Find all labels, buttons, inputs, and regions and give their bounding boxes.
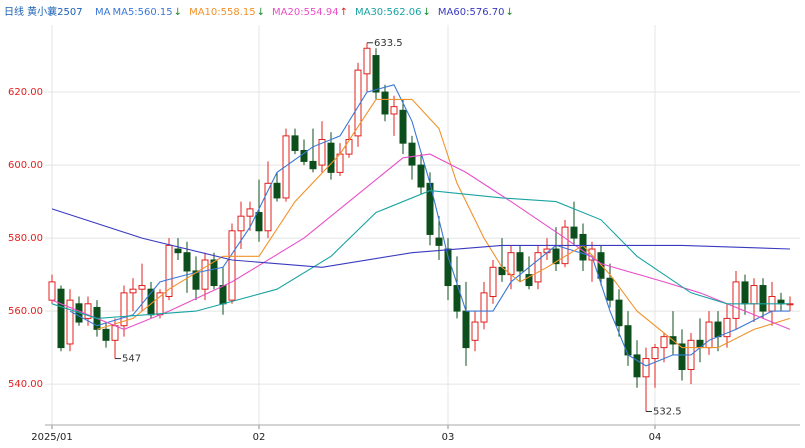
candle-body: [615, 299, 623, 327]
legend-entry: MA20:554.94: [272, 7, 339, 18]
annotation-label: 633.5: [374, 38, 403, 49]
x-tick-label: 02: [253, 432, 266, 443]
candle-body: [219, 285, 227, 305]
y-tick-label: 600.00: [8, 160, 43, 171]
candle-body: [255, 212, 263, 232]
candle-body: [507, 252, 515, 276]
candle-body: [66, 299, 74, 345]
candle-body: [246, 208, 254, 217]
candle-body: [723, 317, 731, 338]
candle-body: [435, 237, 443, 246]
candle-body: [237, 215, 245, 232]
candle-body: [417, 164, 425, 188]
candle-body: [741, 281, 749, 305]
candle-body: [318, 139, 326, 166]
x-tick-label: 2025/01: [31, 432, 73, 443]
chart-title: 日线 黄小蘘2507: [4, 5, 83, 18]
legend-entry: MA60:576.70: [438, 7, 505, 18]
candle-body: [516, 252, 524, 272]
candle-body: [372, 55, 380, 93]
legend-entry: MA10:558.15: [189, 7, 256, 18]
legend-arrow: ↓: [505, 7, 513, 18]
candle-body: [273, 182, 281, 199]
candle-body: [750, 285, 758, 305]
x-tick-label: 03: [442, 432, 455, 443]
candle-body: [309, 160, 317, 170]
candle-body: [480, 292, 488, 323]
candle-body: [291, 135, 299, 151]
candle-body: [282, 135, 290, 199]
legend-arrow: ↓: [257, 7, 265, 18]
candle-body: [570, 226, 578, 239]
candle-body: [462, 310, 470, 349]
candle-body: [525, 274, 533, 287]
legend-arrow: ↓: [423, 7, 431, 18]
candle-body: [48, 281, 56, 301]
candle-body: [759, 285, 767, 312]
candle-body: [327, 142, 335, 173]
candle-body: [660, 336, 668, 349]
x-tick-label: 04: [649, 432, 662, 443]
candle-body: [651, 347, 659, 360]
candle-body: [678, 343, 686, 371]
candle-body: [444, 248, 452, 287]
candle-body: [111, 325, 119, 341]
candle-body: [363, 47, 371, 75]
candle-body: [714, 321, 722, 338]
candle-body: [84, 303, 92, 319]
legend-entry: MA5:560.15: [112, 7, 172, 18]
annotation-label: 532.5: [653, 406, 682, 417]
candle-body: [102, 328, 110, 341]
candle-body: [120, 292, 128, 327]
legend-arrow: ↑: [340, 7, 348, 18]
candle-body: [183, 252, 191, 272]
candle-body: [408, 142, 416, 166]
ma-line: [96, 98, 791, 349]
ma-line: [69, 84, 790, 367]
candle-body: [210, 259, 218, 287]
candle-body: [228, 230, 236, 301]
y-tick-label: 620.00: [8, 87, 43, 98]
ma-line: [51, 208, 791, 268]
candle-body: [390, 106, 398, 115]
candle-body: [57, 288, 65, 349]
legend-prefix: MA: [95, 7, 111, 18]
candle-body: [138, 285, 146, 290]
candle-body: [633, 354, 641, 378]
candle-body: [732, 281, 740, 319]
candle-body: [489, 266, 497, 297]
candle-body: [192, 270, 200, 290]
candle-body: [606, 277, 614, 301]
candle-body: [129, 288, 137, 294]
candle-body: [165, 244, 173, 297]
candle-body: [471, 321, 479, 341]
legend-entry: MA30:562.06: [355, 7, 422, 18]
y-tick-label: 540.00: [8, 379, 43, 390]
candle-body: [381, 91, 389, 115]
y-tick-label: 560.00: [8, 306, 43, 317]
candle-body: [345, 139, 353, 155]
ma-line: [51, 190, 790, 319]
candle-body: [399, 109, 407, 144]
candle-body: [534, 252, 542, 283]
legend-arrow: ↓: [174, 7, 182, 18]
candle-body: [201, 259, 209, 290]
candle-body: [453, 285, 461, 312]
candle-body: [354, 69, 362, 137]
candle-body: [642, 358, 650, 378]
candle-body: [264, 182, 272, 232]
candle-body: [552, 248, 560, 265]
y-tick-label: 580.00: [8, 233, 43, 244]
annotation-label: 547: [122, 354, 141, 365]
candle-body: [705, 321, 713, 349]
candle-body: [174, 248, 182, 254]
